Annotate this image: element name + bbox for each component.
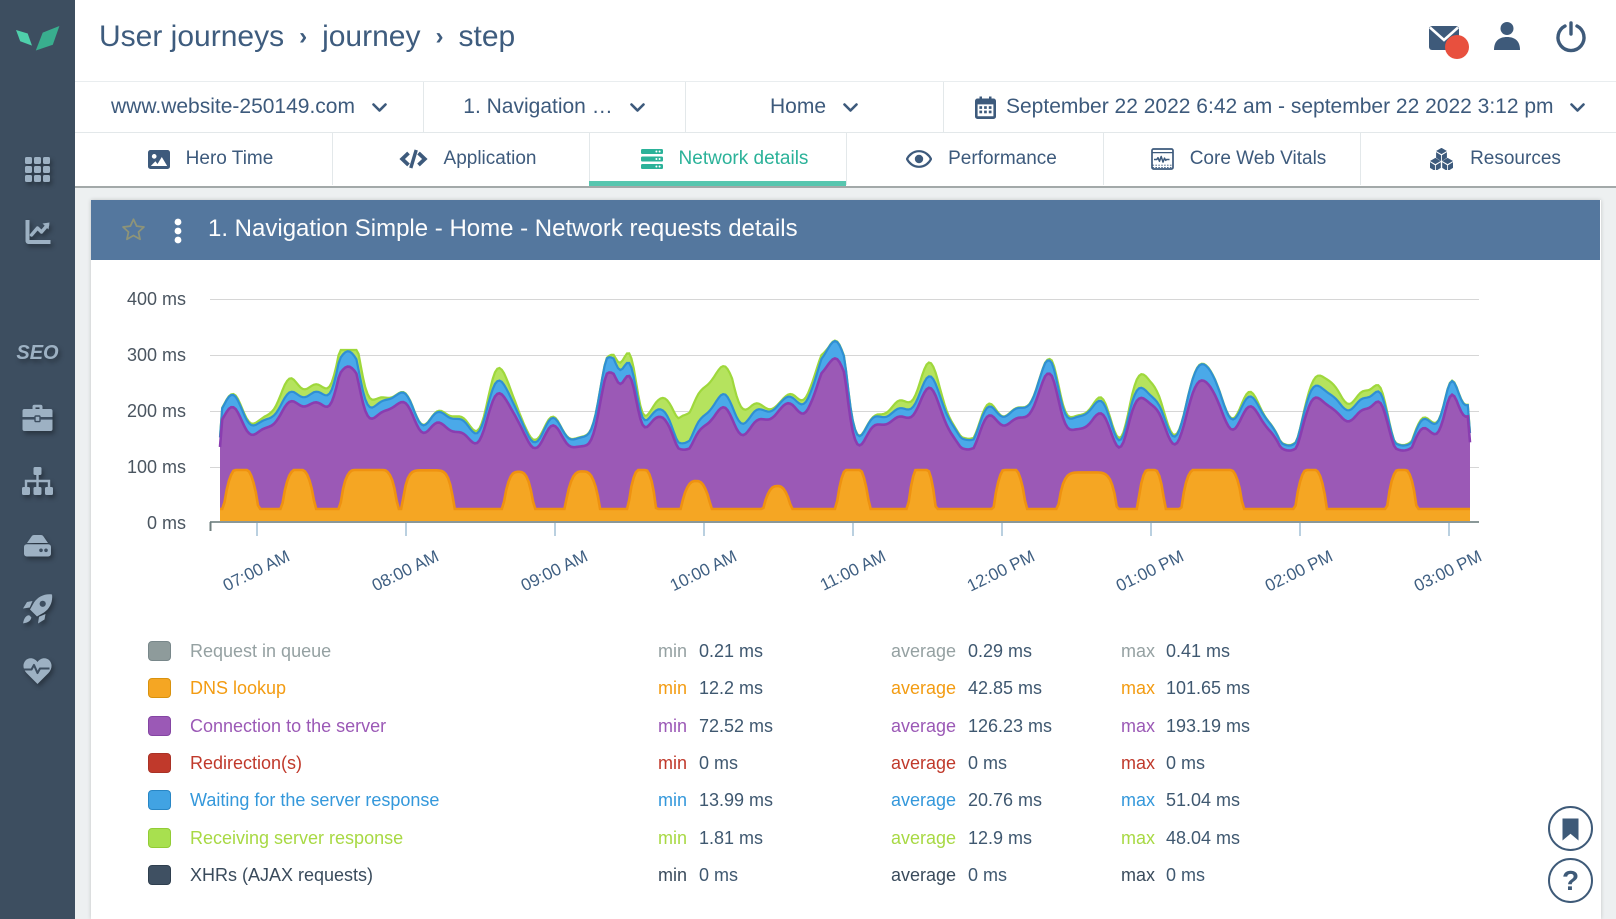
svg-text:01:00 PM: 01:00 PM: [1113, 547, 1187, 596]
svg-text:09:00 AM: 09:00 AM: [518, 547, 591, 596]
svg-text:100 ms: 100 ms: [127, 457, 186, 477]
svg-text:07:00 AM: 07:00 AM: [220, 547, 293, 596]
svg-text:12:00 PM: 12:00 PM: [964, 547, 1038, 596]
svg-text:02:00 PM: 02:00 PM: [1262, 547, 1336, 596]
svg-text:08:00 AM: 08:00 AM: [369, 547, 442, 596]
svg-text:10:00 AM: 10:00 AM: [667, 547, 740, 596]
svg-text:200 ms: 200 ms: [127, 401, 186, 421]
svg-text:300 ms: 300 ms: [127, 345, 186, 365]
svg-text:400 ms: 400 ms: [127, 289, 186, 309]
svg-text:03:00 PM: 03:00 PM: [1411, 547, 1485, 596]
svg-text:0 ms: 0 ms: [147, 513, 186, 533]
svg-text:11:00 AM: 11:00 AM: [817, 547, 889, 595]
